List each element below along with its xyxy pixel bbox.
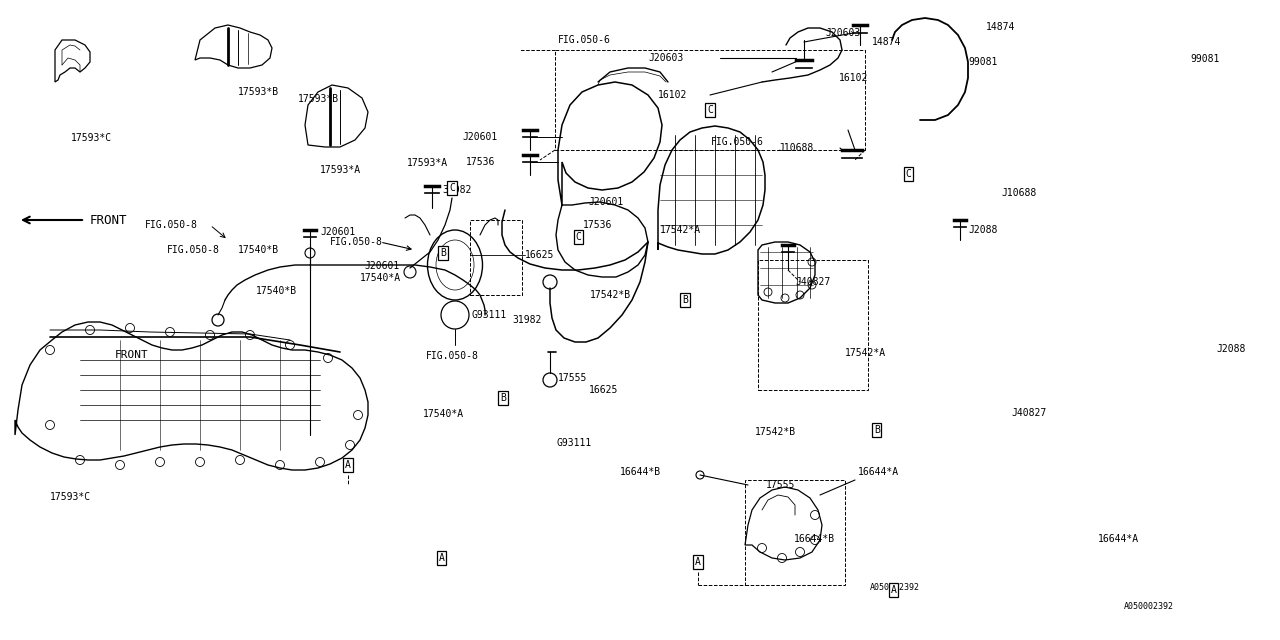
Text: 17542*A: 17542*A bbox=[660, 225, 701, 235]
Text: B: B bbox=[874, 425, 879, 435]
Text: 14874: 14874 bbox=[986, 22, 1015, 32]
Text: J20601: J20601 bbox=[320, 227, 356, 237]
Circle shape bbox=[543, 275, 557, 289]
Text: G93111: G93111 bbox=[557, 438, 593, 448]
Text: C: C bbox=[707, 105, 713, 115]
Text: J40827: J40827 bbox=[795, 277, 831, 287]
Text: J10688: J10688 bbox=[1001, 188, 1037, 198]
Text: 17593*B: 17593*B bbox=[238, 87, 279, 97]
Text: FIG.050-8: FIG.050-8 bbox=[166, 244, 219, 255]
Text: J40827: J40827 bbox=[1011, 408, 1047, 418]
Text: 16625: 16625 bbox=[589, 385, 618, 396]
Text: 17593*B: 17593*B bbox=[298, 94, 339, 104]
Text: J20601: J20601 bbox=[589, 196, 625, 207]
Text: J20601: J20601 bbox=[462, 132, 497, 142]
Text: 17593*C: 17593*C bbox=[50, 492, 91, 502]
Text: 17536: 17536 bbox=[466, 157, 495, 167]
Bar bbox=[745, 480, 845, 585]
Text: C: C bbox=[576, 232, 581, 242]
Text: 17542*A: 17542*A bbox=[845, 348, 886, 358]
Text: 17540*B: 17540*B bbox=[238, 245, 279, 255]
Circle shape bbox=[442, 301, 468, 329]
Text: A050002392: A050002392 bbox=[1124, 602, 1174, 611]
Text: 17536: 17536 bbox=[582, 220, 612, 230]
Text: C: C bbox=[906, 169, 911, 179]
Text: C: C bbox=[449, 183, 454, 193]
Text: FIG.050-6: FIG.050-6 bbox=[558, 35, 611, 45]
Text: 16644*A: 16644*A bbox=[858, 467, 899, 477]
Text: FIG.050-8: FIG.050-8 bbox=[426, 351, 479, 362]
Text: 99081: 99081 bbox=[1190, 54, 1220, 64]
Text: J2088: J2088 bbox=[968, 225, 997, 235]
Text: J20603: J20603 bbox=[648, 53, 684, 63]
Circle shape bbox=[212, 314, 224, 326]
Text: A: A bbox=[891, 585, 896, 595]
Text: 31982: 31982 bbox=[442, 185, 471, 195]
Text: 17555: 17555 bbox=[765, 480, 795, 490]
Circle shape bbox=[404, 266, 416, 278]
Text: 17540*A: 17540*A bbox=[422, 409, 463, 419]
Text: A: A bbox=[439, 553, 444, 563]
Text: J2088: J2088 bbox=[1216, 344, 1245, 354]
Bar bbox=[470, 220, 522, 295]
Text: 16102: 16102 bbox=[838, 73, 868, 83]
Circle shape bbox=[543, 373, 557, 387]
Text: FIG.050-8: FIG.050-8 bbox=[330, 237, 383, 247]
Text: 16102: 16102 bbox=[658, 90, 687, 100]
Bar bbox=[758, 260, 868, 390]
Text: 17542*B: 17542*B bbox=[755, 427, 796, 437]
Text: 17540*A: 17540*A bbox=[360, 273, 401, 283]
Text: 99081: 99081 bbox=[968, 57, 997, 67]
Text: 17593*C: 17593*C bbox=[70, 132, 111, 143]
Text: A: A bbox=[695, 557, 701, 567]
Text: J10688: J10688 bbox=[778, 143, 813, 153]
Text: 17542*B: 17542*B bbox=[590, 290, 631, 300]
Text: 16625: 16625 bbox=[525, 250, 554, 260]
Text: 17555: 17555 bbox=[558, 373, 588, 383]
Text: G93111: G93111 bbox=[472, 310, 507, 320]
Text: 16644*B: 16644*B bbox=[620, 467, 662, 477]
Text: FIG.050-8: FIG.050-8 bbox=[145, 220, 198, 230]
Text: 17593*A: 17593*A bbox=[407, 158, 448, 168]
Text: 17540*B: 17540*B bbox=[256, 286, 297, 296]
Text: 31982: 31982 bbox=[512, 315, 541, 325]
Bar bbox=[556, 50, 865, 150]
Text: B: B bbox=[682, 295, 687, 305]
Text: FIG.050-6: FIG.050-6 bbox=[710, 137, 763, 147]
Text: B: B bbox=[440, 248, 445, 258]
Text: 14874: 14874 bbox=[872, 37, 901, 47]
Text: B: B bbox=[500, 393, 506, 403]
Text: FRONT: FRONT bbox=[115, 350, 148, 360]
Text: FRONT: FRONT bbox=[90, 214, 128, 227]
Text: 16644*B: 16644*B bbox=[794, 534, 835, 544]
Text: A050002392: A050002392 bbox=[870, 584, 920, 593]
Text: 16644*A: 16644*A bbox=[1098, 534, 1139, 544]
Text: 17593*A: 17593*A bbox=[320, 165, 361, 175]
Text: J20603: J20603 bbox=[826, 28, 861, 38]
Text: A: A bbox=[346, 460, 351, 470]
Text: J20601: J20601 bbox=[365, 260, 401, 271]
